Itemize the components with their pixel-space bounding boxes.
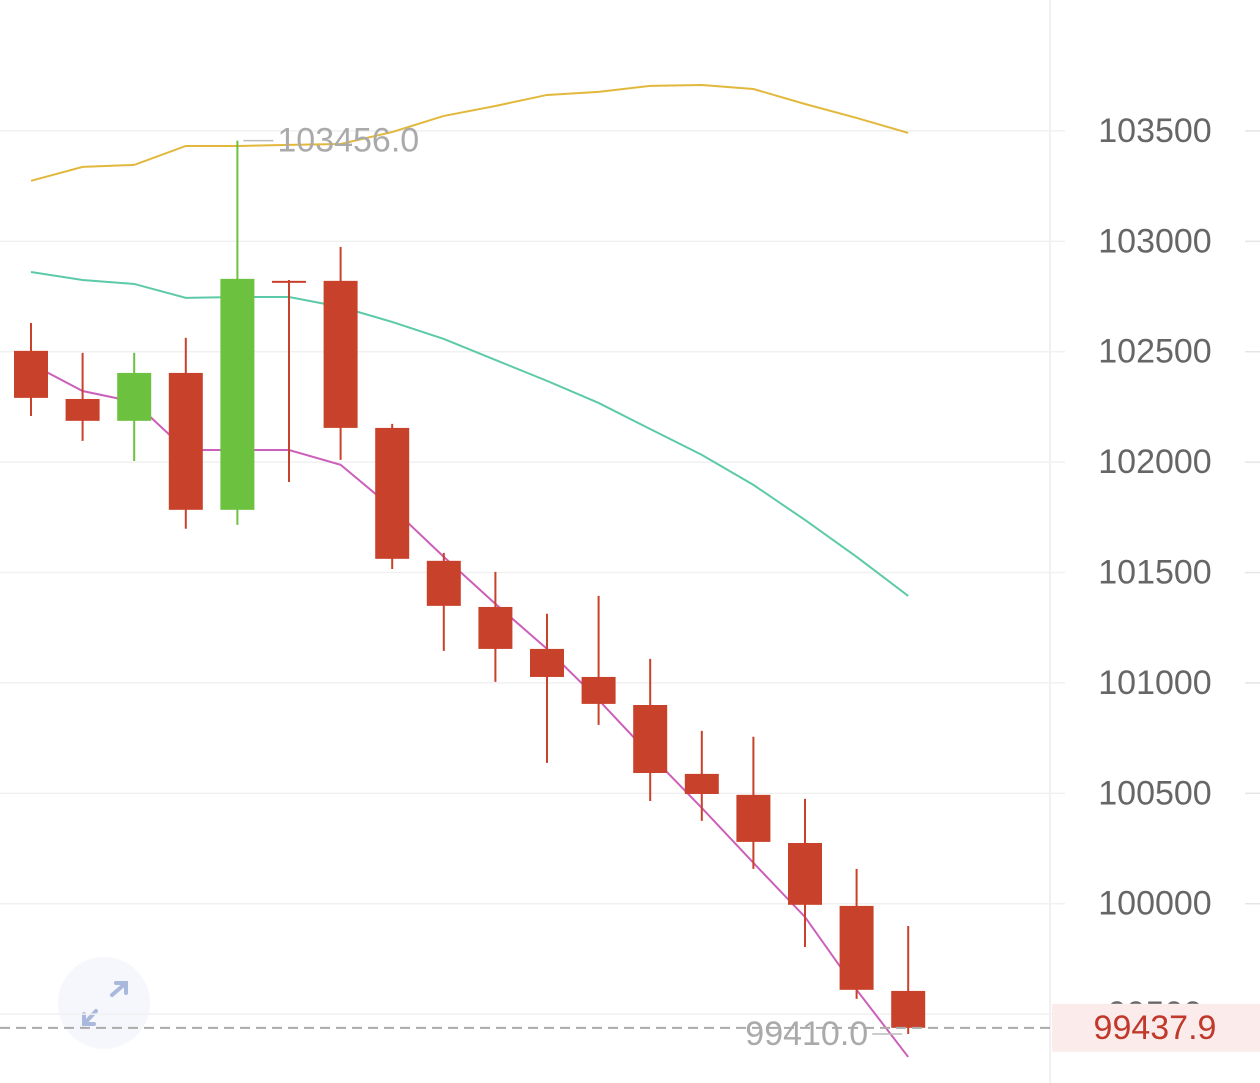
candle-body	[530, 648, 564, 677]
candle-body	[684, 773, 719, 794]
last-price-label: 99437.9	[1094, 1009, 1217, 1047]
candle-body	[788, 842, 822, 905]
annotation-label: 103456.0	[277, 122, 419, 160]
candle-body	[478, 606, 513, 649]
candle-body	[65, 398, 100, 421]
expand-icon[interactable]	[82, 981, 128, 1026]
annotation-label: 99410.0	[745, 1015, 868, 1053]
y-tick-label: 102000	[1098, 443, 1211, 481]
y-tick-label: 100000	[1098, 885, 1211, 923]
candle-body	[426, 560, 461, 606]
candle-body	[633, 704, 668, 774]
expand-button-bg[interactable]	[58, 957, 150, 1049]
ma-line	[30, 271, 909, 597]
candle-body	[14, 350, 48, 398]
y-tick-label: 101500	[1098, 554, 1211, 592]
candle-body	[323, 280, 358, 428]
candle-body	[891, 990, 926, 1028]
ma-line	[30, 84, 909, 182]
y-tick-label: 100500	[1098, 774, 1211, 812]
y-tick-label: 103500	[1098, 112, 1211, 150]
y-tick-label: 102500	[1098, 333, 1211, 371]
candle-body	[272, 280, 306, 283]
candle-body	[117, 372, 152, 421]
candle-body	[839, 905, 874, 990]
last-price-box	[1052, 1003, 1260, 1052]
candle-body	[581, 676, 616, 704]
expand-button[interactable]	[58, 957, 150, 1049]
candle-body	[220, 278, 255, 510]
candle-body	[168, 372, 203, 510]
y-tick-label: 103000	[1098, 222, 1211, 260]
candle-body	[375, 427, 410, 559]
y-tick-label: 101000	[1098, 664, 1211, 702]
candle-body	[736, 794, 771, 842]
